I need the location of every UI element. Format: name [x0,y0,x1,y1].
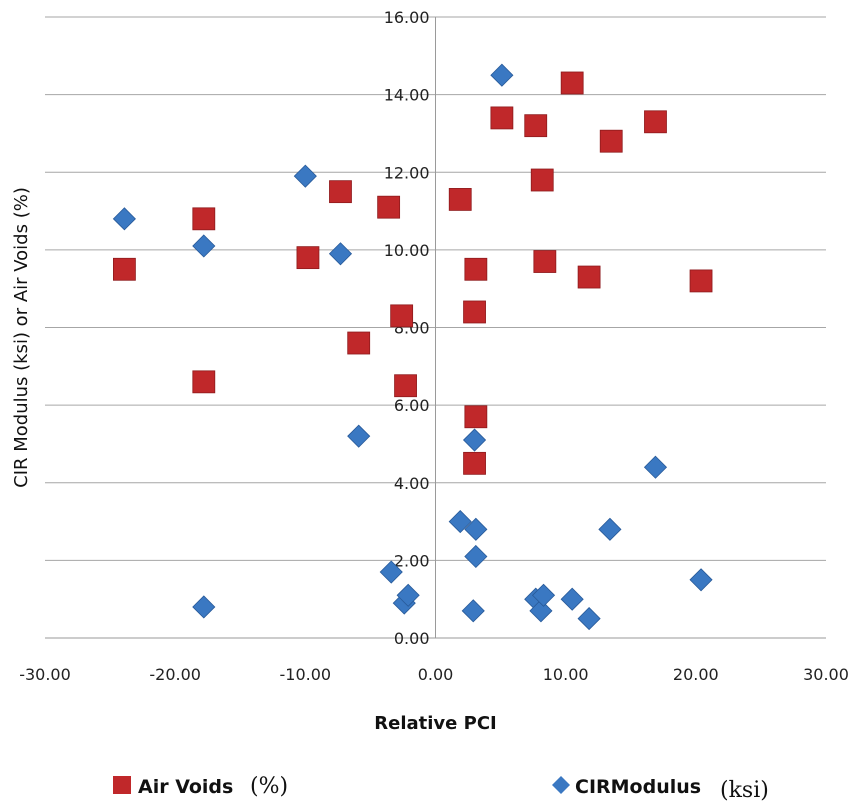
cir-modulus-point [293,164,317,188]
air-voids-point [113,257,136,281]
cir-modulus-point [560,587,584,611]
cir-modulus-point [461,599,485,623]
cir-modulus-point [643,455,668,479]
cir-modulus-point [689,568,713,592]
air-voids-point [347,331,371,355]
air-voids-point [390,304,414,328]
cir-modulus-point [577,607,601,631]
cir-modulus-point [529,599,553,623]
y-tick-label: 14.00 [384,86,430,105]
air-voids-point [192,207,216,231]
x-tick-labels: -30.00 -20.00 -10.00 0.00 10.00 20.00 30.00 [19,665,849,684]
cir-modulus-point [112,207,136,231]
legend-label-air-voids: Air Voids [138,776,233,798]
air-voids-point [463,451,486,475]
cir-modulus-point [448,509,472,534]
air-voids-point [296,246,320,270]
x-tick-label: -20.00 [149,665,201,684]
cir-modulus-point [598,517,622,541]
cir-modulus-point [192,595,216,619]
air-voids-point [192,370,216,394]
air-voids-point [533,250,557,273]
y-tick-label: 16.00 [384,8,430,27]
air-voids-point [329,180,352,204]
y-tick-label: 4.00 [394,474,430,493]
y-tick-label: 12.00 [384,163,430,182]
legend-marker-air-voids [113,776,131,794]
cir-modulus-point [490,63,514,87]
air-voids-point [599,129,623,153]
y-tick-label: 10.00 [384,241,430,260]
cir-modulus-point [531,583,556,607]
legend-unit-air-voids: (%) [250,774,288,799]
cir-modulus-point [464,517,488,541]
air-voids-point [577,265,601,289]
cir-modulus-point [379,560,403,584]
y-axis-title: CIR Modulus (ksi) or Air Voids (%) [11,187,32,488]
air-voids-point [689,269,713,293]
x-tick-label: -10.00 [280,665,332,684]
air-voids-point [463,300,486,324]
legend-label-cir-modulus: CIRModulus [575,776,701,798]
data-points [112,63,713,631]
x-tick-label: 20.00 [673,665,719,684]
x-tick-label: 30.00 [803,665,849,684]
air-voids-point [448,188,472,211]
cir-modulus-point [192,234,216,258]
air-voids-point [524,114,548,138]
x-tick-label: 10.00 [543,665,589,684]
cir-modulus-point [347,424,371,448]
air-voids-point [490,106,514,130]
legend-marker-cir-modulus [552,776,570,794]
y-tick-label: 0.00 [394,629,430,648]
air-voids-point [530,168,554,192]
air-voids-point [644,110,667,134]
air-voids-point [464,257,488,281]
air-voids-point [394,374,417,398]
cir-modulus-point [464,544,488,569]
x-axis-title: Relative PCI [374,713,496,734]
legend: Air Voids (%) CIRModulus (ksi) [113,774,769,803]
cir-modulus-point [462,428,487,452]
cir-modulus-point [328,242,353,266]
air-voids-point [560,71,584,95]
air-voids-point [377,195,401,219]
y-tick-label: 6.00 [394,396,430,415]
legend-unit-cir-modulus: (ksi) [720,778,769,803]
x-tick-label: 0.00 [418,665,454,684]
x-tick-label: -30.00 [19,665,71,684]
y-tick-label: 2.00 [394,551,430,570]
cir-modulus-point [396,583,420,607]
air-voids-point [464,405,488,429]
